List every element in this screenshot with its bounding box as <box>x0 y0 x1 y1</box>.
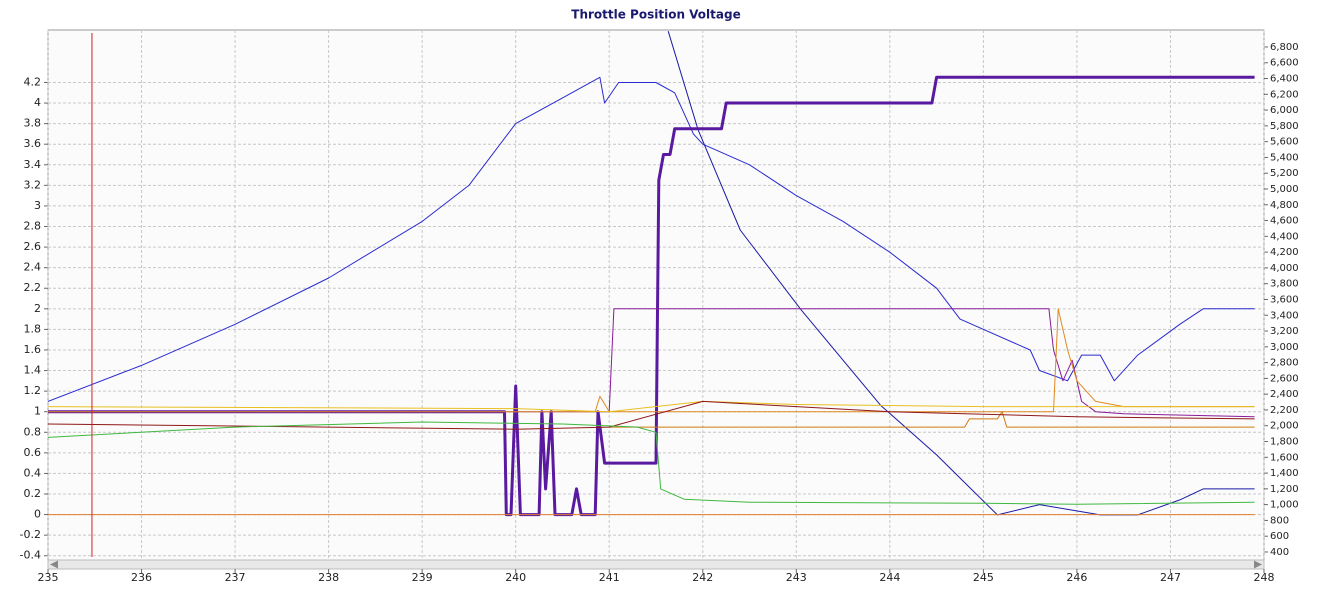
y2-tick-label: 4,200 <box>1270 247 1299 258</box>
y2-tick-label: 4,400 <box>1270 231 1299 242</box>
x-tick-label: 238 <box>318 571 339 584</box>
x-tick-label: 236 <box>131 571 152 584</box>
y-tick-label: 1 <box>34 405 41 418</box>
x-tick-label: 241 <box>599 571 620 584</box>
y-tick-label: 3.8 <box>24 117 42 130</box>
y2-tick-label: 6,800 <box>1270 42 1299 53</box>
y-tick-label: 2.6 <box>24 240 42 253</box>
y-tick-label: 0 <box>34 508 41 521</box>
scroll-right[interactable] <box>1254 560 1262 569</box>
scrollbar[interactable] <box>47 559 1265 570</box>
y2-tick-label: 1,200 <box>1270 484 1299 495</box>
y-tick-label: 4.2 <box>24 75 42 88</box>
y-tick-label: 1.4 <box>24 364 42 377</box>
x-tick-label: 246 <box>1066 571 1087 584</box>
scroll-left[interactable] <box>50 560 58 569</box>
series-line <box>609 411 1255 428</box>
series-line <box>48 421 1255 505</box>
y2-tick-label: 1,000 <box>1270 500 1299 511</box>
y-tick-label: 3.2 <box>24 178 42 191</box>
y2-tick-label: 3,400 <box>1270 310 1299 321</box>
y2-tick-label: 1,600 <box>1270 452 1299 463</box>
y-tick-label: 0.8 <box>24 425 42 438</box>
y2-tick-label: 4,600 <box>1270 216 1299 227</box>
y-tick-label: 3 <box>34 199 41 212</box>
x-tick-label: 247 <box>1160 571 1181 584</box>
y-tick-label: -0.4 <box>20 549 41 562</box>
y2-tick-label: 6,400 <box>1270 74 1299 85</box>
y2-tick-label: 2,800 <box>1270 358 1299 369</box>
y2-tick-label: 2,000 <box>1270 421 1299 432</box>
y-tick-label: 2.4 <box>24 261 42 274</box>
plot-area <box>47 29 1265 566</box>
y2-tick-label: 4,000 <box>1270 263 1299 274</box>
y2-tick-label: 3,800 <box>1270 279 1299 290</box>
y-tick-label: 0.2 <box>24 487 42 500</box>
y2-tick-label: 800 <box>1270 515 1289 526</box>
y2-tick-label: 6,200 <box>1270 89 1299 100</box>
y-tick-label: 1.8 <box>24 322 42 335</box>
y2-tick-label: 6,000 <box>1270 105 1299 116</box>
y2-tick-label: 3,200 <box>1270 326 1299 337</box>
x-tick-label: 248 <box>1254 571 1275 584</box>
y-tick-label: 0.6 <box>24 446 42 459</box>
y-tick-label: 2.2 <box>24 281 42 294</box>
y2-tick-label: 400 <box>1270 547 1289 558</box>
y2-tick-label: 6,600 <box>1270 58 1299 69</box>
y2-tick-label: 1,800 <box>1270 437 1299 448</box>
series-line <box>48 76 1255 402</box>
y2-tick-label: 1,400 <box>1270 468 1299 479</box>
y2-tick-label: 5,000 <box>1270 184 1299 195</box>
y-tick-label: 3.6 <box>24 137 42 150</box>
y-tick-label: 2.8 <box>24 220 42 233</box>
y2-tick-label: 3,600 <box>1270 294 1299 305</box>
series-line <box>48 308 1255 413</box>
y-tick-label: 1.2 <box>24 384 42 397</box>
chart-title: Throttle Position Voltage <box>571 8 740 22</box>
y2-tick-label: 5,400 <box>1270 152 1299 163</box>
y2-tick-label: 5,200 <box>1270 168 1299 179</box>
y2-tick-label: 5,800 <box>1270 121 1299 132</box>
x-tick-label: 235 <box>38 571 59 584</box>
y2-tick-label: 3,000 <box>1270 342 1299 353</box>
x-tick-label: 242 <box>692 571 713 584</box>
y2-tick-label: 4,800 <box>1270 200 1299 211</box>
y2-tick-label: 600 <box>1270 531 1289 542</box>
y-tick-label: 0.4 <box>24 466 42 479</box>
x-tick-label: 239 <box>412 571 433 584</box>
y2-tick-label: 2,200 <box>1270 405 1299 416</box>
x-tick-label: 244 <box>879 571 900 584</box>
series-line <box>48 400 1255 430</box>
y-tick-label: 4 <box>34 96 41 109</box>
y2-tick-label: 2,400 <box>1270 389 1299 400</box>
x-tick-label: 237 <box>225 571 246 584</box>
x-tick-label: 240 <box>505 571 526 584</box>
y-tick-label: 3.4 <box>24 158 42 171</box>
x-tick-label: 243 <box>786 571 807 584</box>
y-tick-label: -0.2 <box>20 528 41 541</box>
y2-tick-label: 5,600 <box>1270 137 1299 148</box>
y2-tick-label: 2,600 <box>1270 373 1299 384</box>
x-tick-label: 245 <box>973 571 994 584</box>
y-tick-label: 1.6 <box>24 343 42 356</box>
series-line <box>48 308 1255 418</box>
y-tick-label: 2 <box>34 302 41 315</box>
